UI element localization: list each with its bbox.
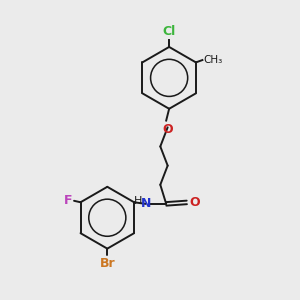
Text: O: O [190, 196, 200, 209]
Text: F: F [64, 194, 72, 207]
Text: Br: Br [100, 257, 115, 270]
Text: Cl: Cl [163, 26, 176, 38]
Text: H: H [134, 196, 142, 206]
Text: O: O [162, 124, 173, 136]
Text: CH₃: CH₃ [204, 55, 223, 65]
Text: N: N [140, 197, 151, 210]
